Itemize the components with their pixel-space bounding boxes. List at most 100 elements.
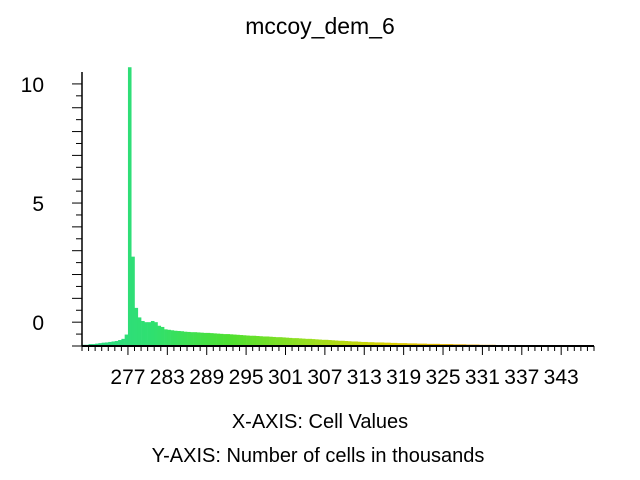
histogram-bar bbox=[272, 336, 276, 346]
y-tick-label: 10 bbox=[21, 74, 44, 97]
histogram-bar bbox=[242, 335, 247, 346]
histogram-bar bbox=[416, 343, 421, 346]
histogram-bar bbox=[347, 341, 352, 346]
histogram-bar bbox=[177, 330, 181, 346]
histogram-bar bbox=[121, 338, 125, 346]
histogram-bar bbox=[239, 335, 244, 346]
histogram-bar bbox=[433, 343, 437, 346]
histogram-bar bbox=[285, 337, 290, 346]
histogram-bar bbox=[429, 343, 434, 346]
histogram-bar bbox=[262, 336, 267, 346]
histogram-bar bbox=[288, 337, 293, 346]
x-tick-label: 277 bbox=[110, 366, 145, 389]
histogram-bar bbox=[406, 343, 411, 346]
histogram-bar bbox=[383, 342, 388, 346]
histogram-bar bbox=[321, 339, 326, 346]
x-axis: 277 283 289 295 301 307 313 319 325 331 337 343 bbox=[81, 345, 595, 389]
histogram-bar bbox=[370, 342, 375, 346]
histogram-bar bbox=[98, 343, 102, 346]
histogram-bar bbox=[341, 340, 345, 346]
histogram-bar bbox=[206, 332, 211, 346]
histogram-bar bbox=[305, 338, 309, 346]
histogram-bar bbox=[324, 339, 329, 346]
histogram-bar bbox=[397, 343, 401, 346]
histogram-bar bbox=[95, 343, 99, 346]
histogram-bar bbox=[157, 325, 162, 346]
histogram-bar bbox=[282, 337, 286, 346]
y-tick-label: 0 bbox=[32, 312, 44, 335]
histogram-bar bbox=[390, 342, 395, 346]
histogram-bar bbox=[413, 343, 418, 346]
histogram-bar bbox=[173, 330, 178, 346]
histogram-bar bbox=[351, 341, 355, 346]
histogram-bar bbox=[108, 341, 112, 346]
histogram-bar bbox=[393, 342, 398, 346]
histogram-bar bbox=[118, 340, 122, 346]
histogram-bar bbox=[236, 334, 240, 346]
histogram-bar bbox=[400, 343, 404, 346]
chart-title: mccoy_dem_6 bbox=[245, 13, 395, 39]
histogram-bar bbox=[246, 335, 250, 346]
x-tick-label: 325 bbox=[426, 366, 461, 389]
histogram-bar bbox=[255, 335, 260, 346]
histogram-bar bbox=[265, 336, 270, 346]
histogram-bar bbox=[114, 341, 119, 346]
histogram-bar bbox=[124, 334, 129, 346]
histogram-bar bbox=[223, 334, 227, 346]
x-tick-label: 295 bbox=[229, 366, 264, 389]
histogram-bar bbox=[377, 342, 381, 346]
histogram-bar bbox=[410, 343, 414, 346]
y-axis: 0 5 10 bbox=[21, 72, 83, 347]
histogram-bar bbox=[226, 334, 230, 346]
histogram-bar bbox=[338, 340, 342, 346]
histogram-bar bbox=[196, 332, 201, 346]
histogram-bar bbox=[292, 338, 296, 346]
histogram-bar bbox=[315, 339, 319, 346]
histogram-bar bbox=[104, 342, 109, 346]
histogram-bar bbox=[219, 333, 224, 346]
histogram-bar bbox=[183, 331, 188, 346]
histogram-bar bbox=[187, 331, 191, 346]
histogram-bar bbox=[364, 341, 368, 346]
x-tick-label: 307 bbox=[307, 366, 342, 389]
histogram-bar bbox=[275, 337, 280, 346]
histogram-bar bbox=[170, 330, 175, 346]
histogram-bar bbox=[252, 335, 257, 346]
histogram-bar bbox=[180, 331, 185, 346]
histogram-bar bbox=[203, 332, 208, 346]
histogram-bar bbox=[269, 336, 273, 346]
histogram-bar bbox=[213, 333, 217, 346]
histogram-bar bbox=[229, 334, 234, 346]
histogram-bar bbox=[131, 256, 135, 346]
histogram-bar bbox=[193, 332, 198, 346]
histogram-bar bbox=[354, 341, 358, 346]
histogram-bar bbox=[127, 67, 132, 346]
histogram-bar bbox=[357, 341, 362, 346]
histogram-bar bbox=[167, 329, 171, 346]
histogram-bar bbox=[295, 338, 299, 346]
histogram-bar bbox=[278, 337, 283, 346]
histogram-bar bbox=[426, 343, 431, 346]
histogram-bar bbox=[101, 342, 106, 346]
x-tick-label: 337 bbox=[504, 366, 539, 389]
histogram-bar bbox=[134, 307, 139, 346]
histogram-bar bbox=[150, 320, 155, 346]
histogram-bar bbox=[259, 336, 263, 346]
histogram-bar bbox=[360, 341, 365, 346]
histogram-bar bbox=[160, 326, 165, 346]
y-tick-label: 5 bbox=[32, 193, 44, 216]
histogram-bar bbox=[311, 339, 316, 346]
histogram-bar bbox=[210, 333, 214, 346]
x-tick-label: 343 bbox=[544, 366, 579, 389]
x-tick-label: 331 bbox=[465, 366, 500, 389]
histogram-bar bbox=[331, 340, 336, 346]
histogram-bar bbox=[387, 342, 391, 346]
histogram-bar bbox=[420, 343, 424, 346]
histogram-bar bbox=[301, 338, 306, 346]
histogram-bar bbox=[403, 343, 408, 346]
x-axis-caption: X-AXIS: Cell Values bbox=[232, 411, 408, 433]
histogram-bar bbox=[423, 343, 427, 346]
histogram-bar bbox=[154, 322, 158, 346]
y-axis-caption: Y-AXIS: Number of cells in thousands bbox=[152, 445, 485, 467]
